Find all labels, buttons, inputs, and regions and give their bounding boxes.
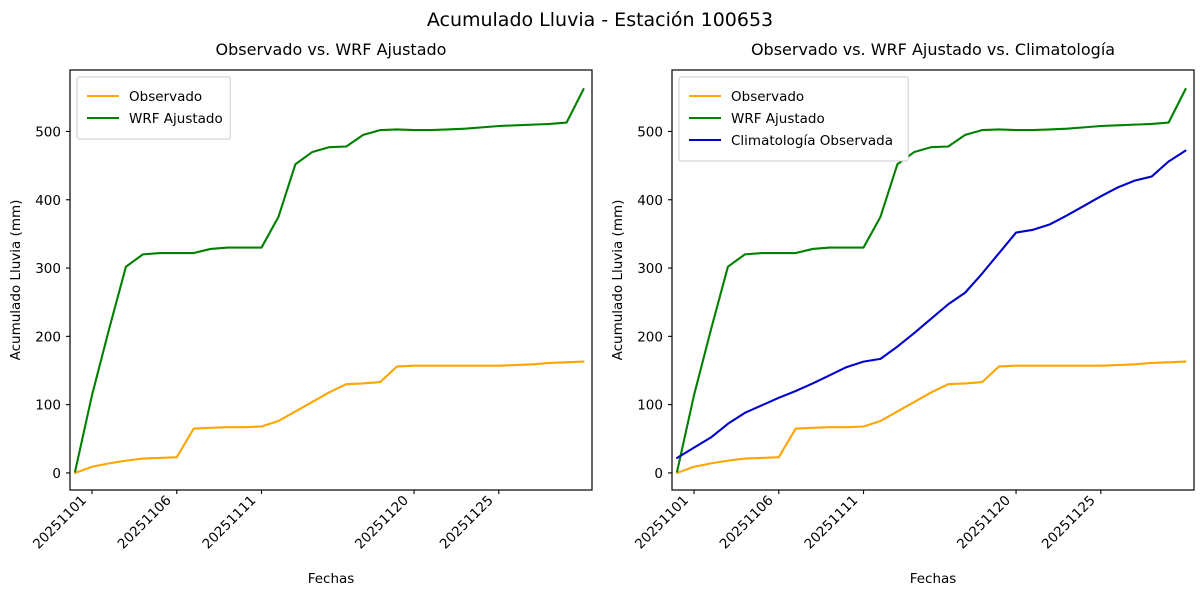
plot-frame: [69, 69, 593, 491]
y-tick-label: 500: [35, 124, 61, 140]
x-tick-label: 20251106: [717, 493, 777, 553]
y-tick-label: 400: [637, 193, 663, 209]
y-tick-label: 400: [35, 193, 61, 209]
legend-label-observado: Observado: [129, 89, 202, 105]
legend-right: Observado WRF Ajustado Climatología Observ…: [678, 76, 909, 162]
x-tick-label: 20251106: [115, 493, 175, 553]
legend-label-wrf-ajustado: WRF Ajustado: [731, 111, 825, 127]
legend-background: [678, 76, 909, 162]
x-tick-label: 20251101: [30, 493, 90, 553]
x-axis-label: Fechas: [910, 571, 957, 587]
series-line-wrf-ajustado: [676, 88, 1187, 473]
series-line-wrf-ajustado: [74, 88, 585, 473]
x-tick-label: 20251111: [801, 493, 861, 553]
y-tick-label: 0: [654, 466, 663, 482]
plot-frame: [671, 69, 1195, 491]
subplot-title-right: Observado vs. WRF Ajustado vs. Climatolo…: [751, 40, 1115, 59]
x-axis-label: Fechas: [308, 571, 355, 587]
series-line-climatolog-a-observada: [676, 149, 1187, 459]
legend-background: [76, 76, 231, 140]
x-tick-label: 20251101: [632, 493, 692, 553]
x-tick-label: 20251111: [199, 493, 259, 553]
subplot-title-left: Observado vs. WRF Ajustado: [216, 40, 447, 59]
x-tick-label: 20251125: [437, 493, 497, 553]
panel-right: Observado vs. WRF Ajustado vs. Climatolo…: [610, 40, 1195, 587]
y-tick-label: 200: [35, 329, 61, 345]
y-tick-label: 0: [52, 466, 61, 482]
series-line-observado: [74, 360, 585, 474]
y-tick-label: 100: [637, 398, 663, 414]
y-tick-label: 100: [35, 398, 61, 414]
legend-label-climatolog-a-observada: Climatología Observada: [731, 133, 893, 149]
y-tick-label: 200: [637, 329, 663, 345]
panel-left: Observado vs. WRF Ajustado 0 100 200 300 400 5…: [8, 40, 593, 587]
figure-title: Acumulado Lluvia - Estación 100653: [426, 9, 774, 31]
x-tick-label: 20251120: [954, 493, 1014, 553]
y-tick-label: 300: [35, 261, 61, 277]
legend-label-wrf-ajustado: WRF Ajustado: [129, 111, 223, 127]
series-line-observado: [676, 360, 1187, 474]
legend-label-observado: Observado: [731, 89, 804, 105]
y-tick-label: 500: [637, 124, 663, 140]
y-axis-label: Acumulado Lluvia (mm): [610, 200, 626, 361]
y-axis-label: Acumulado Lluvia (mm): [8, 200, 24, 361]
legend-left: Observado WRF Ajustado: [76, 76, 231, 140]
y-tick-label: 300: [637, 261, 663, 277]
x-tick-label: 20251120: [352, 493, 412, 553]
x-tick-label: 20251125: [1039, 493, 1099, 553]
